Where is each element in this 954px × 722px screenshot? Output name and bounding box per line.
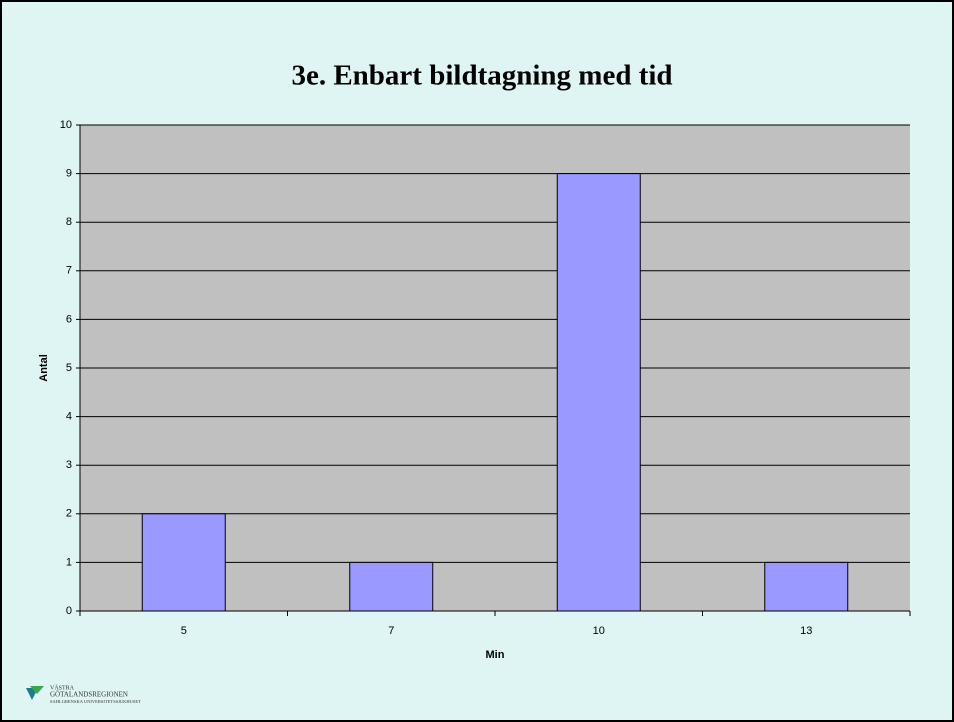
y-tick-label: 1 — [66, 556, 72, 568]
logo-text: GÖTALANDSREGIONEN — [50, 691, 128, 699]
y-tick-label: 3 — [66, 459, 72, 471]
chart-title: 3e. Enbart bildtagning med tid — [291, 60, 672, 92]
x-tick-label: 10 — [593, 625, 605, 637]
bar — [141, 513, 226, 612]
y-axis-label: Antal — [38, 354, 50, 382]
logo: VÄSTRA GÖTALANDSREGIONEN SAHLGRENSKA UNI… — [26, 684, 141, 704]
y-tick-label: 5 — [66, 362, 72, 374]
y-tick-label: 7 — [66, 265, 72, 277]
x-tick-label: 7 — [388, 625, 394, 637]
bar — [764, 561, 849, 612]
logo-mark — [30, 686, 44, 694]
y-tick-label: 6 — [66, 313, 72, 325]
x-tick-label: 5 — [181, 625, 187, 637]
y-tick-label: 9 — [66, 168, 72, 180]
y-tick-label: 4 — [66, 411, 72, 423]
y-tick-label: 0 — [66, 605, 72, 617]
logo-text: SAHLGRENSKA UNIVERSITETSSJUKHUSET — [50, 699, 141, 704]
x-tick-label: 13 — [800, 625, 812, 637]
x-axis-label: Min — [486, 649, 505, 661]
y-tick-label: 2 — [66, 508, 72, 520]
logo-text: VÄSTRA — [50, 684, 75, 691]
y-tick-label: 8 — [66, 216, 72, 228]
y-tick-label: 10 — [60, 119, 72, 131]
bar — [556, 173, 641, 612]
bar — [349, 561, 434, 612]
